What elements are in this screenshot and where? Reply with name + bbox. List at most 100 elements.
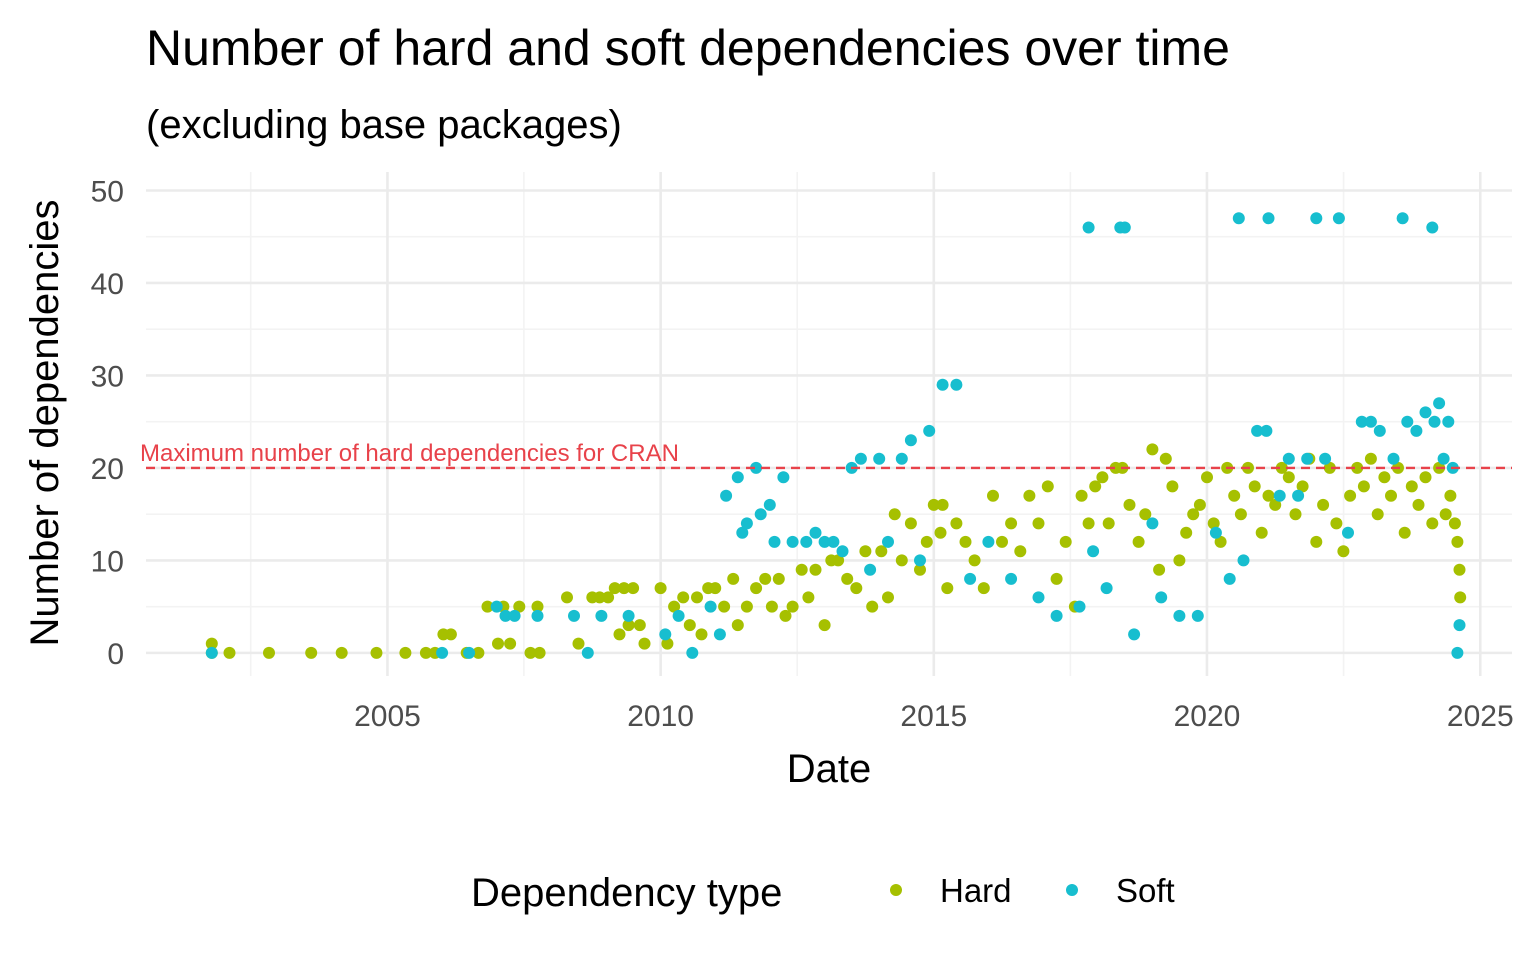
legend: Dependency type Hard Soft xyxy=(471,871,1175,915)
data-point-hard xyxy=(492,637,504,650)
data-point-hard xyxy=(1132,535,1145,548)
data-point-soft xyxy=(1433,397,1446,410)
data-point-soft xyxy=(1260,424,1273,437)
data-point-hard xyxy=(888,508,901,521)
reference-line-label: Maximum number of hard dependencies for … xyxy=(140,440,679,467)
data-point-hard xyxy=(419,646,432,659)
data-point-soft xyxy=(659,628,672,641)
data-point-soft xyxy=(1428,415,1441,428)
data-point-hard xyxy=(1371,508,1384,521)
data-point-hard xyxy=(959,535,972,548)
data-point-hard xyxy=(709,582,722,595)
data-point-soft xyxy=(982,535,995,548)
data-point-soft xyxy=(704,600,717,613)
data-point-soft xyxy=(1191,609,1204,622)
data-point-hard xyxy=(772,572,785,585)
data-point-soft xyxy=(1373,424,1386,437)
data-point-soft xyxy=(1419,406,1432,419)
data-point-hard xyxy=(1248,480,1261,493)
data-point-hard xyxy=(1310,535,1323,548)
data-point-hard xyxy=(1153,563,1166,576)
data-point-hard xyxy=(1014,545,1027,558)
data-point-hard xyxy=(950,517,963,530)
data-point-hard xyxy=(1439,508,1452,521)
data-point-hard xyxy=(263,646,275,659)
data-point-hard xyxy=(627,582,640,595)
y-axis-ticks: 0 10 20 30 40 50 xyxy=(91,175,124,670)
data-point-soft xyxy=(1437,452,1450,465)
data-point-hard xyxy=(602,591,615,604)
data-point-hard xyxy=(1180,526,1193,539)
data-point-hard xyxy=(1089,480,1102,493)
data-point-soft xyxy=(1401,415,1414,428)
data-point-hard xyxy=(1337,545,1350,558)
data-point-soft xyxy=(882,535,894,548)
data-point-hard xyxy=(927,498,940,511)
data-point-soft xyxy=(1237,554,1250,567)
data-point-hard xyxy=(305,646,318,659)
data-point-hard xyxy=(759,572,772,585)
x-axis-title: Date xyxy=(787,747,872,791)
data-point-hard xyxy=(841,572,854,585)
data-point-soft xyxy=(1073,600,1086,613)
data-point-hard xyxy=(399,646,412,659)
data-point-soft xyxy=(1396,212,1409,225)
data-point-hard xyxy=(850,582,863,595)
data-point-hard xyxy=(1282,471,1295,484)
data-point-soft xyxy=(436,646,449,659)
data-point-hard xyxy=(572,637,585,650)
data-point-soft xyxy=(720,489,733,502)
data-point-soft xyxy=(1146,517,1159,530)
data-point-hard xyxy=(1405,480,1418,493)
data-point-soft xyxy=(581,646,594,659)
data-point-hard xyxy=(1146,443,1159,456)
legend-title: Dependency type xyxy=(471,871,782,915)
data-point-soft xyxy=(1301,452,1314,465)
data-point-soft xyxy=(1273,489,1286,502)
data-point-hard xyxy=(613,628,626,641)
data-point-hard xyxy=(875,545,888,558)
data-point-hard xyxy=(1173,554,1186,567)
data-point-hard xyxy=(1448,517,1461,530)
data-point-hard xyxy=(593,591,606,604)
data-point-hard xyxy=(818,619,831,632)
series-hard xyxy=(205,443,1467,659)
data-point-soft xyxy=(754,508,767,521)
data-point-hard xyxy=(524,646,537,659)
data-point-hard xyxy=(832,554,845,567)
data-point-soft xyxy=(768,535,781,548)
data-point-hard xyxy=(920,535,933,548)
data-point-hard xyxy=(731,619,744,632)
data-point-hard xyxy=(677,591,690,604)
data-point-soft xyxy=(1005,572,1018,585)
data-point-hard xyxy=(802,591,815,604)
data-point-hard xyxy=(444,628,457,641)
data-point-hard xyxy=(1412,498,1425,511)
data-point-soft xyxy=(1453,619,1466,632)
data-point-soft xyxy=(1118,221,1131,234)
y-tick-label: 0 xyxy=(107,638,124,671)
data-point-soft xyxy=(1050,609,1063,622)
data-point-soft xyxy=(786,535,799,548)
data-point-soft xyxy=(1100,582,1113,595)
data-point-hard xyxy=(1451,535,1464,548)
data-point-hard xyxy=(695,628,708,641)
data-point-hard xyxy=(740,600,753,613)
data-point-hard xyxy=(1207,517,1220,530)
y-tick-label: 40 xyxy=(91,268,124,301)
data-point-hard xyxy=(561,591,573,604)
data-point-hard xyxy=(1385,489,1397,502)
data-point-soft xyxy=(1232,212,1245,225)
data-point-hard xyxy=(1357,480,1370,493)
data-point-soft xyxy=(672,609,685,622)
x-tick-label: 2020 xyxy=(1174,700,1241,733)
data-point-hard xyxy=(779,609,792,622)
data-point-hard xyxy=(1139,508,1152,521)
data-point-soft xyxy=(827,535,840,548)
data-point-soft xyxy=(895,452,908,465)
data-point-hard xyxy=(859,545,872,558)
data-point-hard xyxy=(1454,591,1467,604)
data-point-hard xyxy=(795,563,808,576)
data-point-soft xyxy=(1342,526,1354,539)
data-point-hard xyxy=(914,563,926,576)
